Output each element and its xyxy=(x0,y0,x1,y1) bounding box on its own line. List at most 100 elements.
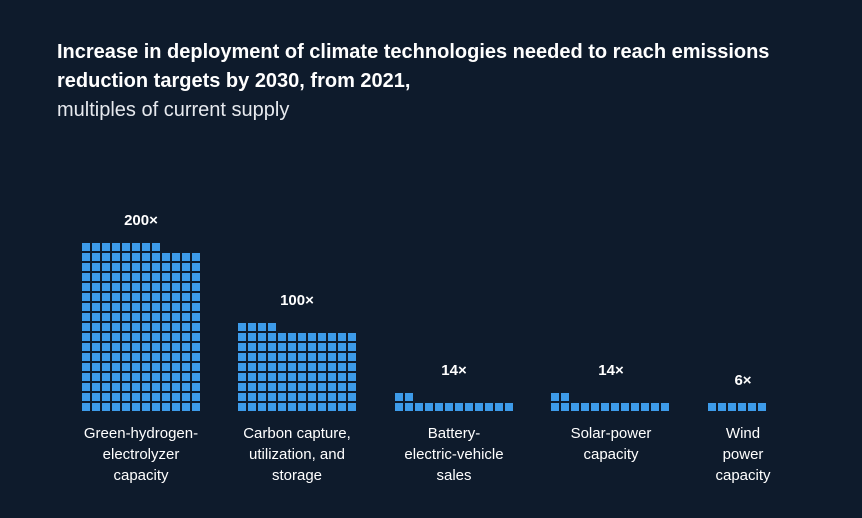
bar-cell xyxy=(122,343,130,351)
bar-cell xyxy=(112,243,120,251)
bar-cell xyxy=(92,343,100,351)
category-label-line: Wind xyxy=(726,425,760,442)
bar-cell xyxy=(278,403,286,411)
bar-cell xyxy=(238,363,246,371)
bar-cell xyxy=(192,313,200,321)
bar-cell xyxy=(132,283,140,291)
bar-cell xyxy=(82,343,90,351)
bar-cell xyxy=(258,393,266,401)
bar-cell xyxy=(298,373,306,381)
bar-cell xyxy=(338,363,346,371)
bar-cell xyxy=(142,333,150,341)
bar-cell xyxy=(238,393,246,401)
bar-cell xyxy=(92,303,100,311)
bar-cell xyxy=(142,243,150,251)
bar-cell xyxy=(172,343,180,351)
bar-cell xyxy=(112,353,120,361)
bar-cell xyxy=(162,403,170,411)
bar-cell xyxy=(338,373,346,381)
bar-cell xyxy=(395,393,403,401)
bar-group-3: 14× Solar-power capacity xyxy=(551,362,669,463)
value-label: 200× xyxy=(124,212,158,229)
bar-cell xyxy=(758,403,766,411)
bar-cell xyxy=(268,323,276,331)
bar-cell xyxy=(122,373,130,381)
bar-cell xyxy=(248,353,256,361)
value-label: 100× xyxy=(280,292,314,309)
bar-cell xyxy=(102,343,110,351)
bar-cell xyxy=(348,333,356,341)
bar-cell xyxy=(142,363,150,371)
category-label-line: utilization, and xyxy=(249,446,345,463)
bar-cell xyxy=(308,393,316,401)
bar-cell xyxy=(92,373,100,381)
bar-cell xyxy=(172,353,180,361)
bar-cell xyxy=(92,253,100,261)
category-label-line: capacity xyxy=(583,446,639,463)
category-label-line: capacity xyxy=(113,467,169,484)
chart-title: Increase in deployment of climate techno… xyxy=(57,41,770,92)
bar-cell xyxy=(182,263,190,271)
bar-cell xyxy=(142,263,150,271)
category-label-line: capacity xyxy=(715,467,771,484)
bar-cell xyxy=(122,253,130,261)
bar-cell xyxy=(112,363,120,371)
bar-cell xyxy=(268,333,276,341)
bar-cell xyxy=(425,403,433,411)
bar-cell xyxy=(132,323,140,331)
bar-cell xyxy=(142,393,150,401)
bar-cell xyxy=(318,363,326,371)
bar-cell xyxy=(192,353,200,361)
bar-cell xyxy=(258,383,266,391)
bar-cell xyxy=(505,403,513,411)
bar-cell xyxy=(192,253,200,261)
bar-cell xyxy=(152,363,160,371)
bar-cell xyxy=(92,273,100,281)
category-label: Green-hydrogen-electrolyzer capacity xyxy=(84,425,198,484)
bar-cell xyxy=(308,383,316,391)
bar-cell xyxy=(132,353,140,361)
bar-cell xyxy=(132,293,140,301)
bar-cell xyxy=(112,403,120,411)
bar-cell xyxy=(561,403,569,411)
bar-cell xyxy=(328,363,336,371)
bar-cell xyxy=(318,393,326,401)
bar-cell xyxy=(172,253,180,261)
bar-cell xyxy=(465,403,473,411)
bar-cell xyxy=(132,263,140,271)
bar-cell xyxy=(102,323,110,331)
bar-cell xyxy=(288,383,296,391)
bar-cell xyxy=(258,363,266,371)
bar-cell xyxy=(82,273,90,281)
bar-cell xyxy=(192,333,200,341)
bar-cell xyxy=(122,403,130,411)
bar-cell xyxy=(661,403,669,411)
bar-cell xyxy=(298,363,306,371)
bar-cell xyxy=(132,273,140,281)
bar-cell xyxy=(162,393,170,401)
bar-cell xyxy=(258,373,266,381)
bar-cell xyxy=(112,323,120,331)
bar-cell xyxy=(288,393,296,401)
bar-cell xyxy=(142,373,150,381)
bar-cell xyxy=(112,293,120,301)
bar-cell xyxy=(182,313,190,321)
bar-cell xyxy=(405,403,413,411)
bar-cell xyxy=(122,293,130,301)
bar-cell xyxy=(182,293,190,301)
bar-cell xyxy=(162,363,170,371)
bar-cell xyxy=(192,403,200,411)
bar-cell xyxy=(152,273,160,281)
bar-cell xyxy=(112,343,120,351)
bar-cell xyxy=(122,313,130,321)
bar-cell xyxy=(172,403,180,411)
bar-cell xyxy=(268,383,276,391)
bar-cell xyxy=(132,303,140,311)
bar-cell xyxy=(172,393,180,401)
bar-cell xyxy=(718,403,726,411)
bar-cell xyxy=(102,363,110,371)
bar-cell xyxy=(328,403,336,411)
bar-cell xyxy=(142,353,150,361)
bar-cell xyxy=(112,273,120,281)
bar-cell xyxy=(112,283,120,291)
